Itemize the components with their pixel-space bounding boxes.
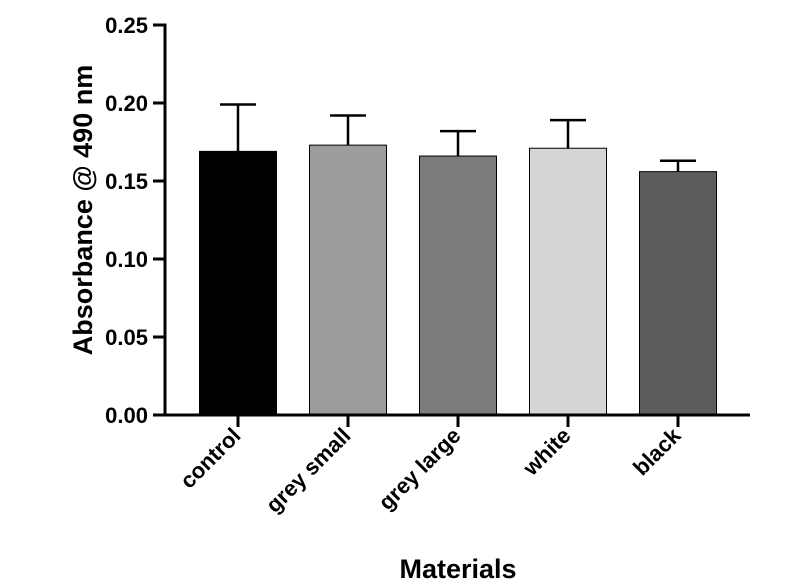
y-ticks: 0.00 0.05 0.10 0.15 0.20 0.25 xyxy=(105,13,165,428)
y-axis-title: Absorbance @ 490 nm xyxy=(68,65,98,355)
x-tick-label: control xyxy=(175,423,245,493)
y-tick-label: 0.10 xyxy=(105,247,148,272)
error-bars-layer xyxy=(220,103,696,172)
bars-layer xyxy=(199,144,717,416)
x-axis-title: Materials xyxy=(399,554,516,582)
x-tick-label: grey large xyxy=(373,423,465,515)
x-ticks: control grey small grey large white black xyxy=(175,415,686,517)
y-tick-label: 0.25 xyxy=(105,13,148,38)
y-tick-label: 0.00 xyxy=(105,403,148,428)
bar-grey-large xyxy=(419,155,497,416)
x-tick-label: white xyxy=(517,423,575,481)
bar-white xyxy=(529,147,607,416)
y-tick-label: 0.20 xyxy=(105,91,148,116)
y-tick-label: 0.15 xyxy=(105,169,148,194)
x-tick-label: grey small xyxy=(261,423,356,518)
bar-grey-small xyxy=(309,144,387,416)
x-tick-label: black xyxy=(628,422,686,480)
y-tick-label: 0.05 xyxy=(105,325,148,350)
bar-black xyxy=(639,171,717,416)
bar-control xyxy=(199,150,277,416)
